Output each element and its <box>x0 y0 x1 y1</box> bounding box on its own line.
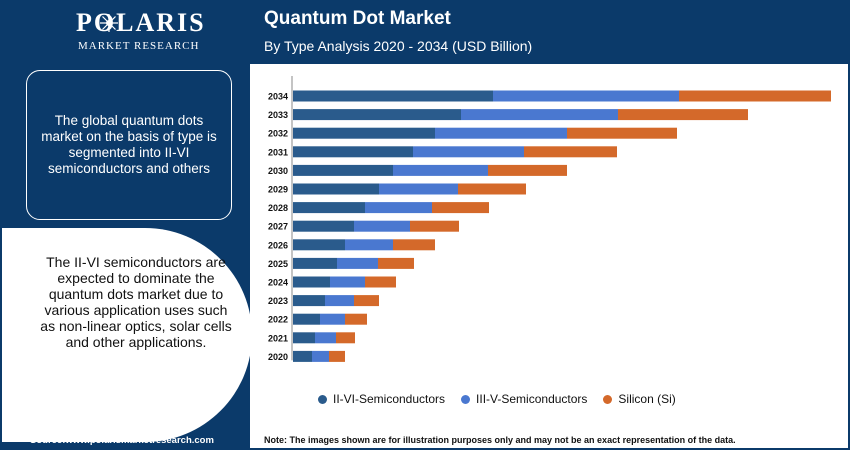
bar-segment <box>293 202 365 214</box>
y-tick-label: 2029 <box>268 185 288 195</box>
bar-segment <box>293 295 325 307</box>
bar-segment <box>293 164 393 176</box>
bar-segment <box>315 332 336 344</box>
brand-logo: POLARIS <box>76 8 206 37</box>
bar-segment <box>679 90 831 102</box>
bar-segment <box>354 295 379 307</box>
star-burst-icon <box>100 14 118 32</box>
y-tick-label: 2030 <box>268 166 288 176</box>
y-tick-label: 2020 <box>268 352 288 362</box>
legend-label: III-V-Semiconductors <box>476 392 588 406</box>
legend-label: Silicon (Si) <box>618 392 676 406</box>
bar-segment <box>488 164 567 176</box>
chart-subtitle: By Type Analysis 2020 - 2034 (USD Billio… <box>264 38 533 54</box>
bar-segment <box>293 276 330 288</box>
bar-segment <box>293 109 461 121</box>
bar-segment <box>365 276 396 288</box>
bar-segment <box>329 350 345 362</box>
bar-segment <box>618 109 748 121</box>
legend-item: II-VI-Semiconductors <box>318 392 445 406</box>
bar-segment <box>393 239 435 251</box>
highlight-text: The II-VI semiconductors are expected to… <box>40 254 232 350</box>
stacked-bar-chart: 2034 2033 2032 2031 2030 2029 2028 2027 2026 2025… <box>268 76 831 362</box>
y-tick-label: 2025 <box>268 259 288 269</box>
header-bar <box>250 2 848 64</box>
bar-segment <box>524 146 617 158</box>
bar-segment <box>330 276 365 288</box>
bar-segment <box>432 202 489 214</box>
y-tick-label: 2022 <box>268 315 288 325</box>
bar-segment <box>293 183 379 195</box>
legend-item: III-V-Semiconductors <box>461 392 587 406</box>
y-tick-label: 2034 <box>268 92 288 102</box>
brand-tagline: MARKET RESEARCH <box>78 40 200 52</box>
bar-segment <box>337 257 378 269</box>
bar-segment <box>293 350 312 362</box>
bar-segment <box>320 313 345 325</box>
y-tick-label: 2028 <box>268 203 288 213</box>
disclaimer-note: Note: The images shown are for illustrat… <box>264 435 736 445</box>
bar-segment <box>493 90 679 102</box>
chart-title: Quantum Dot Market <box>264 8 451 29</box>
chart-legend: II-VI-Semiconductors III-V-Semiconductor… <box>318 392 676 406</box>
bar-segment <box>345 239 393 251</box>
bar-segment <box>393 164 488 176</box>
y-tick-label: 2026 <box>268 240 288 250</box>
segmentation-note-text: The global quantum dots market on the ba… <box>41 113 217 176</box>
bar-segment <box>293 239 345 251</box>
y-tick-label: 2033 <box>268 110 288 120</box>
bar-segment <box>293 127 435 139</box>
bar-segment <box>293 90 493 102</box>
bar-segment <box>461 109 618 121</box>
y-tick-label: 2031 <box>268 147 288 157</box>
y-tick-label: 2032 <box>268 129 288 139</box>
bar-segment <box>293 332 315 344</box>
bar-segment <box>293 146 413 158</box>
bar-segment <box>458 183 526 195</box>
bar-segment <box>293 220 354 232</box>
y-tick-label: 2023 <box>268 296 288 306</box>
bar-segment <box>312 350 329 362</box>
bar-segment <box>336 332 355 344</box>
bar-segment <box>410 220 459 232</box>
bar-segment <box>379 183 458 195</box>
legend-swatch <box>461 394 471 404</box>
bar-segment <box>365 202 432 214</box>
bar-segment <box>293 313 320 325</box>
legend-item: Silicon (Si) <box>603 392 676 406</box>
source-credit: Source:www.polarismarketresearch.com <box>30 435 214 446</box>
bar-segment <box>325 295 354 307</box>
legend-label: II-VI-Semiconductors <box>333 392 446 406</box>
legend-swatch <box>603 394 613 404</box>
highlight-circle <box>2 228 252 442</box>
y-tick-label: 2021 <box>268 333 288 343</box>
y-tick-label: 2027 <box>268 222 288 232</box>
bar-segment <box>293 257 337 269</box>
bar-segment <box>345 313 367 325</box>
y-tick-label: 2024 <box>268 278 288 288</box>
bar-segment <box>567 127 677 139</box>
bar-segment <box>354 220 410 232</box>
bar-segment <box>413 146 524 158</box>
segmentation-note-box: The global quantum dots market on the ba… <box>26 70 232 220</box>
bar-segment <box>378 257 414 269</box>
bar-segment <box>435 127 567 139</box>
legend-swatch <box>318 394 327 404</box>
